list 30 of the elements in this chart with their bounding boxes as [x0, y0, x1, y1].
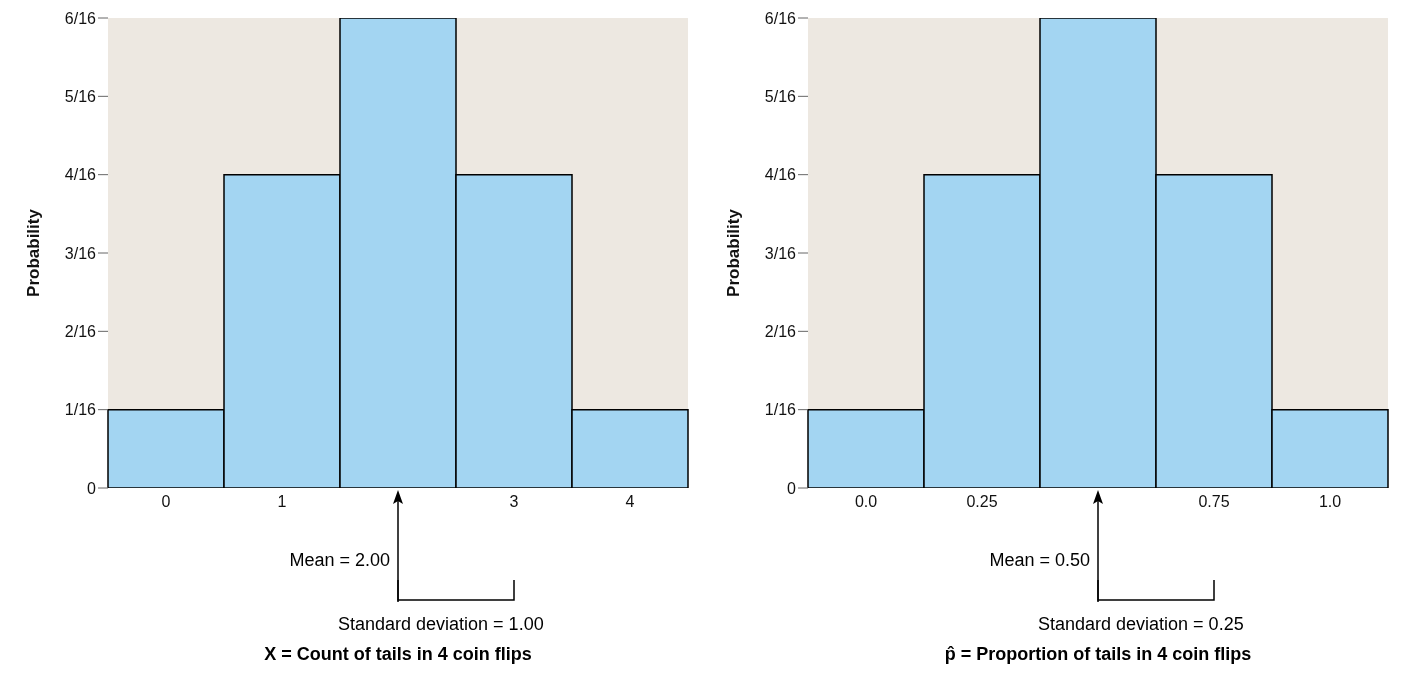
text: Mean = 0.50 [989, 550, 1090, 571]
y-tick-label: 3/16 [64, 244, 97, 262]
x-tick-label: 1.0 [1318, 493, 1342, 511]
x-axis-title: X = Count of tails in 4 coin flips [263, 644, 533, 665]
y-tick-label: 2/16 [764, 323, 797, 341]
y-tick-label: 1/16 [764, 401, 797, 419]
y-tick-label: 3/16 [764, 244, 797, 262]
y-axis-title: Probability [24, 208, 44, 297]
y-tick-label: 1/16 [64, 401, 97, 419]
y-tick-label: 5/16 [764, 88, 797, 106]
x-tick-label: 3 [509, 493, 519, 511]
x-tick-label: 0.25 [966, 493, 998, 511]
x-tick-label: 1 [277, 493, 287, 511]
x-tick-label: 0 [161, 493, 171, 511]
text: Standard deviation = 1.00 [338, 614, 544, 635]
x-tick-label: 0.0 [854, 493, 878, 511]
y-tick-label: 6/16 [64, 9, 97, 27]
text: Mean = 2.00 [289, 550, 390, 571]
y-tick-label: 4/16 [764, 166, 797, 184]
y-tick-label: 0 [87, 479, 97, 497]
y-axis-title: Probability [724, 208, 744, 297]
y-tick-label: 4/16 [64, 166, 97, 184]
y-tick-label: 0 [787, 479, 797, 497]
text: Standard deviation = 0.25 [1038, 614, 1244, 635]
y-tick-label: 5/16 [64, 88, 97, 106]
x-axis-title: p̂ = Proportion of tails in 4 coin flips [943, 644, 1253, 665]
x-tick-label: 4 [625, 493, 635, 511]
y-tick-label: 6/16 [764, 9, 797, 27]
y-tick-label: 2/16 [64, 323, 97, 341]
x-tick-label: 0.75 [1198, 493, 1230, 511]
